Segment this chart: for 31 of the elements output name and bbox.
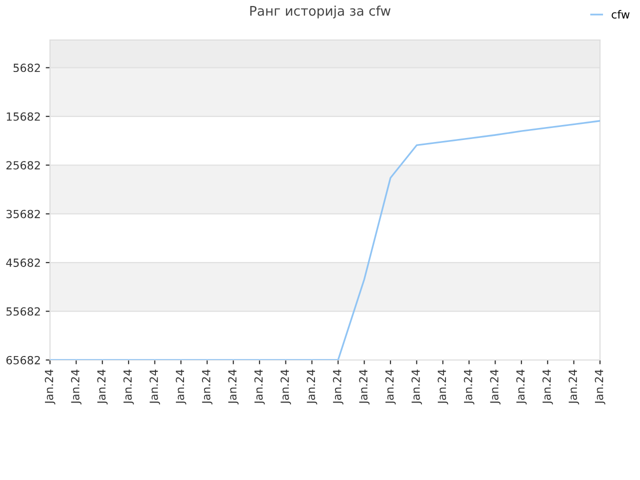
x-tick-label: Jan.24	[202, 370, 212, 404]
x-tick-label: Jan.24	[438, 370, 448, 404]
x-tick-label: Jan.24	[228, 370, 239, 404]
y-tick-label: 25682	[6, 161, 40, 170]
x-tick-label: Jan.24	[150, 370, 160, 404]
x-tick-label: Jan.24	[542, 370, 553, 404]
y-tick-label: 65682	[6, 356, 40, 364]
x-tick-label: Jan.24	[359, 370, 370, 404]
y-tick-label: 35682	[6, 210, 40, 218]
x-tick-label: Jan.24	[176, 370, 186, 404]
x-tick-label: Jan.24	[568, 370, 580, 404]
x-tick-label: Jan.24	[123, 370, 134, 404]
x-tick-label: Jan.24	[411, 370, 422, 404]
x-tick-label: Jan.24	[490, 370, 501, 404]
x-tick-label: Jan.24	[332, 370, 344, 404]
chart-title: Ранг историја за cfw	[250, 6, 390, 18]
x-tick-label: Jan.24	[385, 370, 396, 404]
x-tick-label: Jan.24	[464, 370, 474, 404]
x-tick-label: Jan.24	[280, 370, 292, 404]
x-tick-label: Jan.24	[254, 370, 265, 404]
y-tick-label: 5682	[14, 64, 40, 72]
y-tick-label: 45682	[6, 258, 40, 267]
y-tick-label: 55682	[6, 307, 40, 316]
x-tick-label: Jan.24	[97, 370, 108, 404]
x-tick-label: Jan.24	[71, 370, 82, 404]
x-tick-label: Jan.24	[516, 370, 527, 404]
legend-label: cfw	[612, 10, 630, 19]
x-tick-label: Jan.24	[594, 370, 606, 404]
y-tick-label: 15682	[6, 112, 40, 121]
x-tick-label: Jan.24	[44, 370, 56, 404]
x-tick-label: Jan.24	[306, 370, 318, 404]
